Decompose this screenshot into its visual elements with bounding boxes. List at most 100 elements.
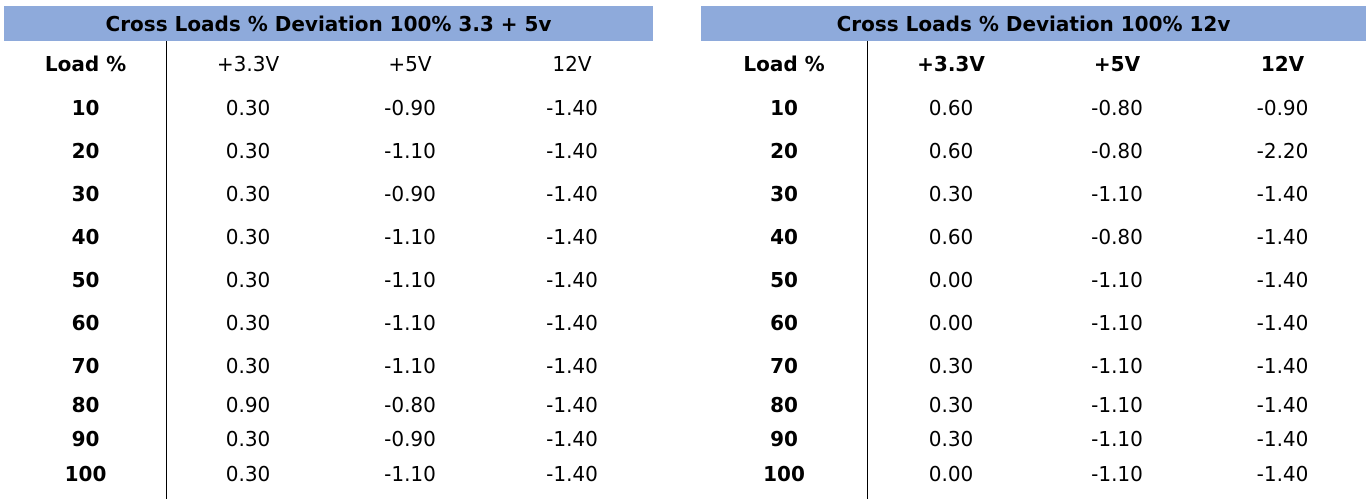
v12-cell: -1.40 xyxy=(1256,392,1309,417)
load-cell: 80 xyxy=(71,392,100,417)
table-row: 90 0.30 -1.10 -1.40 xyxy=(701,422,1366,456)
header-5v: +5V xyxy=(388,52,432,76)
load-cell: 50 xyxy=(71,267,100,292)
table-row: 100 0.30 -1.10 -1.40 xyxy=(4,456,653,491)
v5-cell: -1.10 xyxy=(384,138,436,163)
v3v3-cell: 0.30 xyxy=(225,427,271,451)
header-3v3: +3.3V xyxy=(216,52,280,76)
table-title: Cross Loads % Deviation 100% 3.3 + 5v xyxy=(4,6,653,42)
v12-cell: -1.40 xyxy=(546,95,598,120)
v12-cell: -1.40 xyxy=(546,310,598,335)
table-row: 70 0.30 -1.10 -1.40 xyxy=(701,344,1366,387)
v12-cell: -1.40 xyxy=(546,461,598,486)
load-cell: 60 xyxy=(71,310,100,335)
v12-cell: -1.40 xyxy=(546,181,598,206)
v3v3-cell: 0.00 xyxy=(928,461,974,486)
v12-cell: -1.40 xyxy=(1256,353,1309,378)
v3v3-cell: 0.30 xyxy=(225,353,271,378)
v12-cell: -1.40 xyxy=(546,353,598,378)
v5-cell: -1.10 xyxy=(384,310,436,335)
v5-cell: -0.90 xyxy=(384,181,436,206)
load-cell: 20 xyxy=(71,138,100,163)
v5-cell: -1.10 xyxy=(1091,181,1143,206)
v12-cell: -1.40 xyxy=(1256,310,1309,335)
load-cell: 90 xyxy=(71,427,100,451)
header-5v: +5V xyxy=(1093,52,1141,76)
load-cell: 10 xyxy=(770,95,798,120)
v3v3-cell: 0.30 xyxy=(225,224,271,249)
deviation-table-3v3-5v: Cross Loads % Deviation 100% 3.3 + 5v Lo… xyxy=(4,6,653,499)
load-cell: 100 xyxy=(64,461,107,486)
table-title: Cross Loads % Deviation 100% 12v xyxy=(701,6,1366,42)
v5-cell: -0.90 xyxy=(384,427,436,451)
header-12v: 12V xyxy=(1260,52,1305,76)
v12-cell: -1.40 xyxy=(1256,267,1309,292)
table-row: 100 0.00 -1.10 -1.40 xyxy=(701,456,1366,491)
table-row: 50 0.00 -1.10 -1.40 xyxy=(701,258,1366,301)
table-row: 60 0.30 -1.10 -1.40 xyxy=(4,301,653,344)
header-12v: 12V xyxy=(552,52,592,76)
load-cell: 80 xyxy=(770,392,798,417)
v12-cell: -1.40 xyxy=(1256,427,1309,451)
v3v3-cell: 0.30 xyxy=(225,138,271,163)
v3v3-cell: 0.30 xyxy=(928,353,974,378)
v3v3-cell: 0.30 xyxy=(225,181,271,206)
v12-cell: -1.40 xyxy=(546,427,598,451)
load-cell: 90 xyxy=(770,427,798,451)
load-cell: 70 xyxy=(71,353,100,378)
v12-cell: -1.40 xyxy=(546,224,598,249)
table-row: 10 0.60 -0.80 -0.90 xyxy=(701,86,1366,129)
table-row: 20 0.30 -1.10 -1.40 xyxy=(4,129,653,172)
table-row: 90 0.30 -0.90 -1.40 xyxy=(4,422,653,456)
table-row: 40 0.60 -0.80 -1.40 xyxy=(701,215,1366,258)
load-cell: 40 xyxy=(71,224,100,249)
v3v3-cell: 0.30 xyxy=(928,181,974,206)
v3v3-cell: 0.30 xyxy=(225,95,271,120)
table-row: 80 0.90 -0.80 -1.40 xyxy=(4,387,653,422)
table-body: 10 0.30 -0.90 -1.40 20 0.30 -1.10 -1.40 30 0.30 -0… xyxy=(4,86,653,491)
v3v3-cell: 0.90 xyxy=(225,392,271,417)
v3v3-cell: 0.00 xyxy=(928,267,974,292)
v3v3-cell: 0.30 xyxy=(225,267,271,292)
v5-cell: -0.80 xyxy=(384,392,436,417)
v3v3-cell: 0.30 xyxy=(225,310,271,335)
header-row: Load % +3.3V +5V 12V xyxy=(4,42,653,86)
table-row: 30 0.30 -1.10 -1.40 xyxy=(701,172,1366,215)
v3v3-cell: 0.00 xyxy=(928,310,974,335)
v5-cell: -0.80 xyxy=(1091,95,1143,120)
v5-cell: -0.80 xyxy=(1091,138,1143,163)
load-cell: 30 xyxy=(71,181,100,206)
v12-cell: -1.40 xyxy=(1256,181,1309,206)
header-3v3: +3.3V xyxy=(917,52,985,76)
v12-cell: -1.40 xyxy=(546,138,598,163)
v12-cell: -0.90 xyxy=(1256,95,1309,120)
v12-cell: -2.20 xyxy=(1256,138,1309,163)
v5-cell: -1.10 xyxy=(1091,353,1143,378)
v5-cell: -1.10 xyxy=(1091,310,1143,335)
table-row: 50 0.30 -1.10 -1.40 xyxy=(4,258,653,301)
table-row: 20 0.60 -0.80 -2.20 xyxy=(701,129,1366,172)
v12-cell: -1.40 xyxy=(1256,224,1309,249)
header-row: Load % +3.3V +5V 12V xyxy=(701,42,1366,86)
load-cell: 20 xyxy=(770,138,798,163)
load-cell: 50 xyxy=(770,267,798,292)
v3v3-cell: 0.60 xyxy=(928,224,974,249)
v3v3-cell: 0.30 xyxy=(225,461,271,486)
v5-cell: -1.10 xyxy=(1091,392,1143,417)
v5-cell: -1.10 xyxy=(384,224,436,249)
table-row: 70 0.30 -1.10 -1.40 xyxy=(4,344,653,387)
v5-cell: -1.10 xyxy=(384,353,436,378)
table-row: 80 0.30 -1.10 -1.40 xyxy=(701,387,1366,422)
v12-cell: -1.40 xyxy=(1256,461,1309,486)
v3v3-cell: 0.30 xyxy=(928,392,974,417)
column-divider xyxy=(166,41,167,499)
v3v3-cell: 0.60 xyxy=(928,138,974,163)
v5-cell: -0.90 xyxy=(384,95,436,120)
load-cell: 70 xyxy=(770,353,798,378)
deviation-table-12v: Cross Loads % Deviation 100% 12v Load % … xyxy=(701,6,1366,499)
v5-cell: -1.10 xyxy=(384,267,436,292)
v3v3-cell: 0.60 xyxy=(928,95,974,120)
table-row: 60 0.00 -1.10 -1.40 xyxy=(701,301,1366,344)
load-cell: 30 xyxy=(770,181,798,206)
v5-cell: -0.80 xyxy=(1091,224,1143,249)
